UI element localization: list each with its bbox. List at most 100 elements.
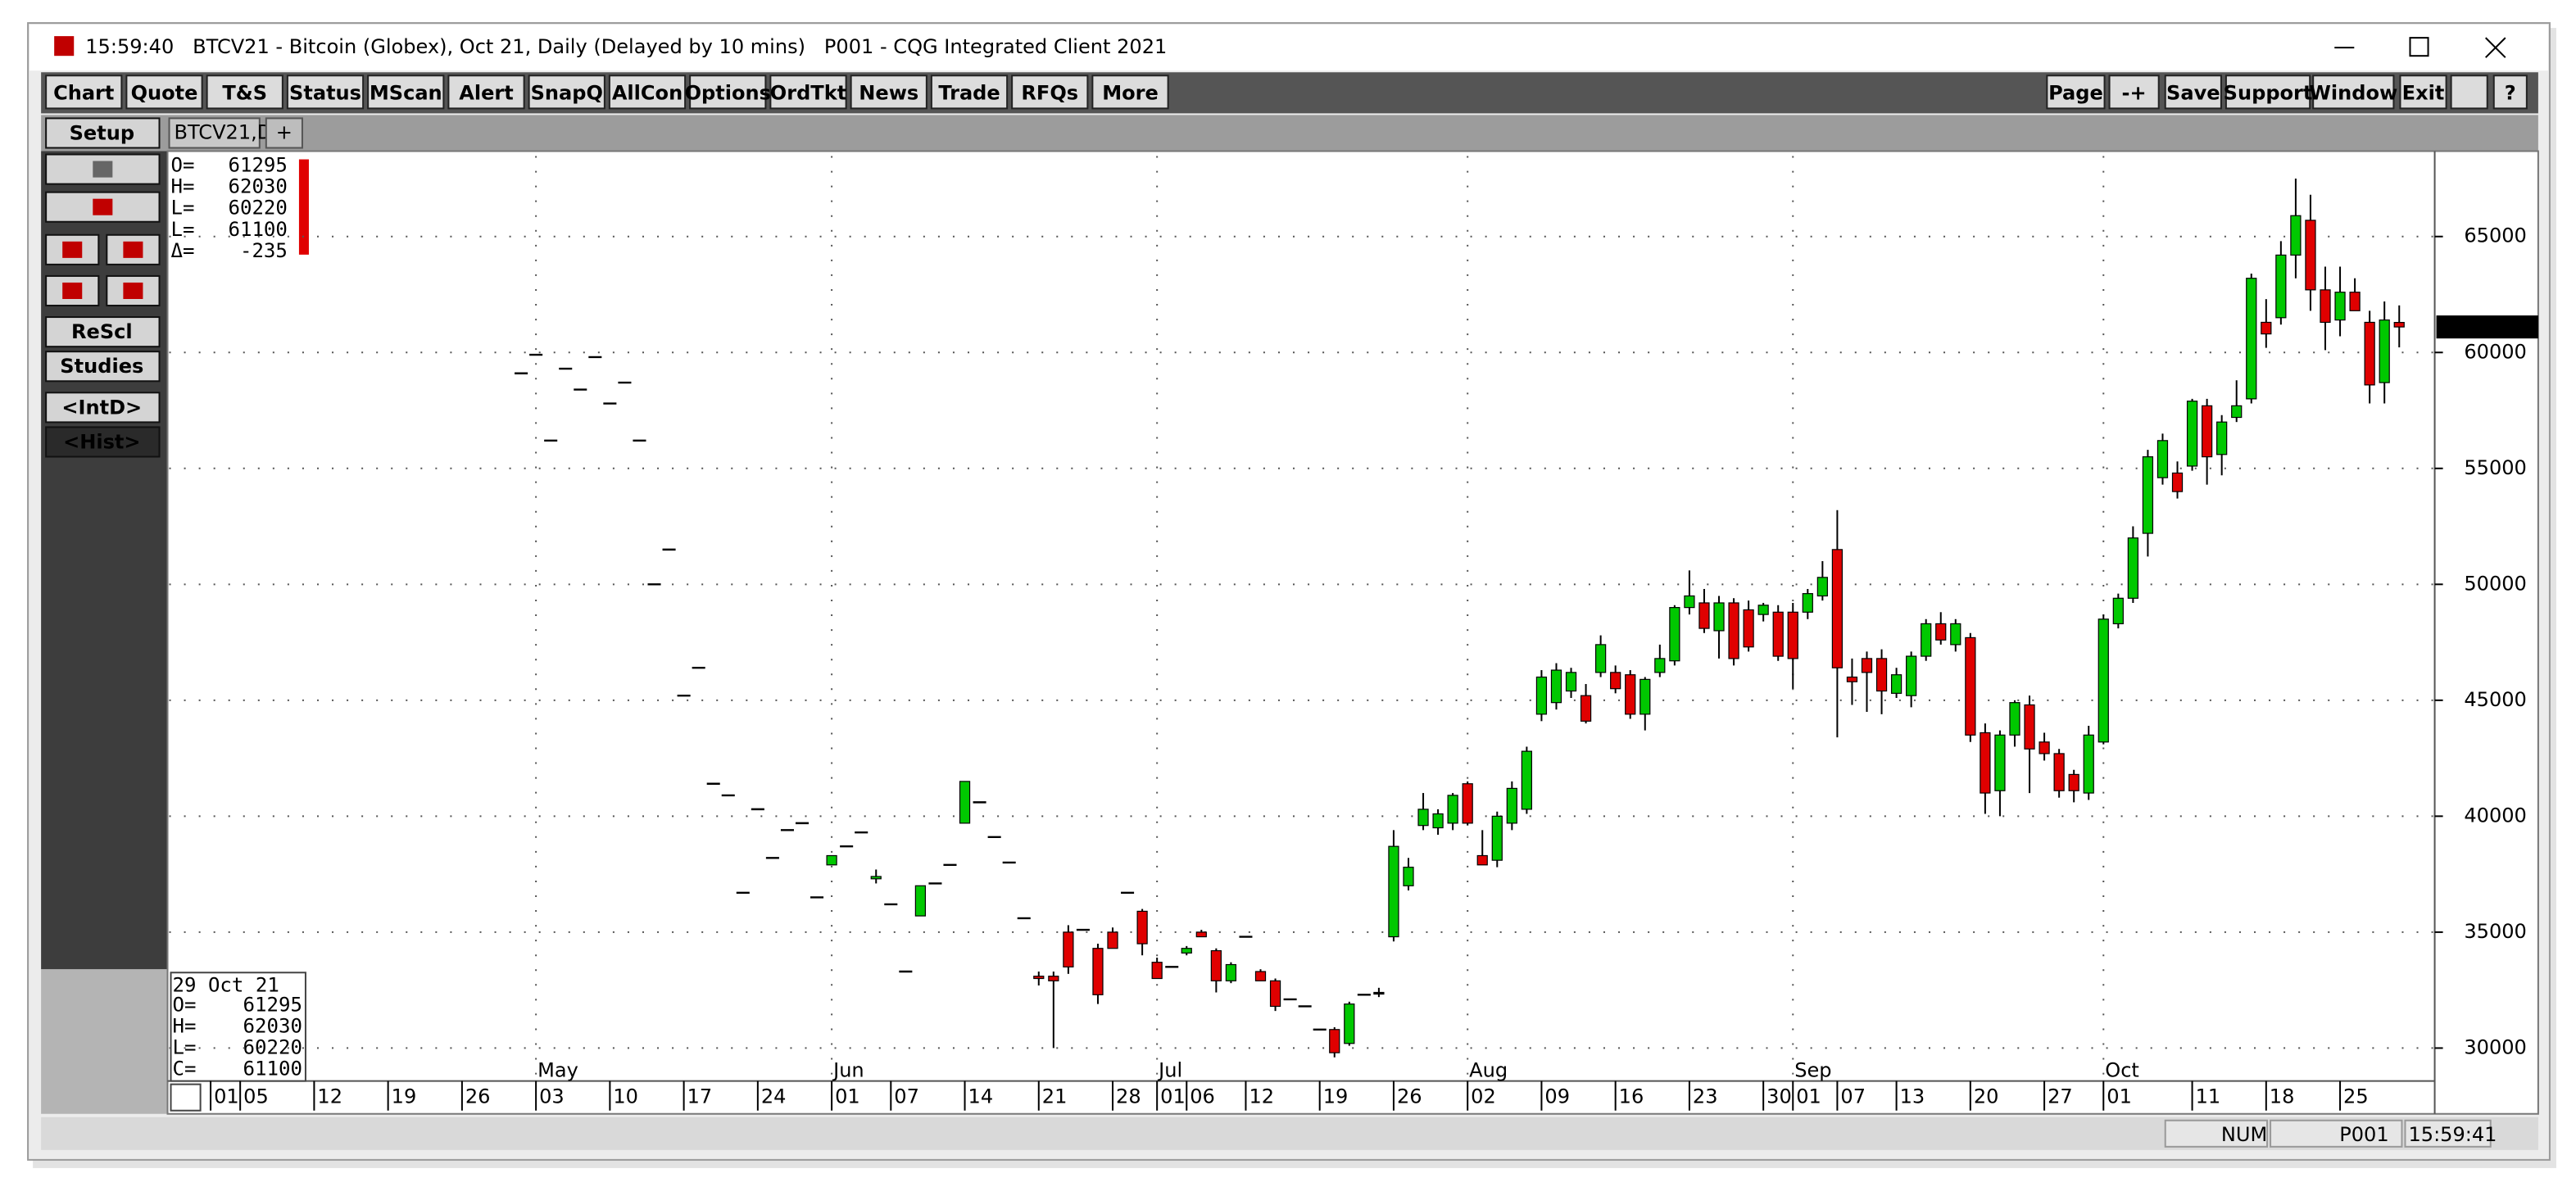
toolbar-button-label[interactable]: OrdTkt: [770, 81, 846, 104]
x-tick-label: 19: [392, 1085, 417, 1108]
tab-add-label[interactable]: +: [276, 120, 293, 143]
tab-label[interactable]: BTCV21,D: [175, 120, 273, 143]
toolbar-button[interactable]: [1091, 75, 1169, 110]
candle-body: [1521, 750, 1532, 810]
panel-button[interactable]: [45, 392, 161, 424]
y-tick-label: 50000: [2464, 572, 2526, 595]
toolbar-button-label[interactable]: News: [859, 81, 918, 104]
candle-body: [1831, 549, 1844, 668]
candle-body: [1373, 991, 1385, 995]
toolbar-button-label[interactable]: Options: [685, 81, 771, 104]
candle-body: [1757, 605, 1769, 615]
candle-body: [1033, 976, 1045, 980]
toolbar-button-label[interactable]: AllCon: [612, 81, 683, 104]
x-tick-label: 09: [1544, 1085, 1570, 1108]
toolbar-button-label[interactable]: Chart: [53, 81, 114, 104]
candle-body: [2142, 456, 2154, 534]
y-tick-label: 60000: [2464, 340, 2526, 363]
status-text: P001: [2339, 1123, 2388, 1146]
toolbar-button-label[interactable]: T&S: [222, 81, 267, 104]
cursor-label: O=: [173, 993, 197, 1016]
candle-body: [1151, 962, 1163, 980]
scroll-box[interactable]: [170, 1083, 202, 1112]
panel-button[interactable]: [45, 117, 161, 149]
panel-button-label[interactable]: ReScl: [71, 320, 133, 343]
candle-body: [1063, 931, 1074, 967]
toolbar-button[interactable]: [689, 75, 767, 110]
month-label: Sep: [1794, 1059, 1831, 1082]
toolbar-button[interactable]: [2046, 75, 2106, 110]
panel-button[interactable]: [45, 426, 161, 458]
toolbar-button-label[interactable]: Page: [2048, 81, 2103, 104]
toolbar-button[interactable]: [2164, 75, 2222, 110]
toolbar-button[interactable]: [2225, 75, 2311, 110]
restore-button[interactable]: [2450, 75, 2488, 110]
x-tick-label: 26: [1397, 1085, 1422, 1108]
candle-body: [1048, 976, 1059, 981]
candle-body: [1846, 676, 1858, 682]
toolbar-button[interactable]: [528, 75, 605, 110]
panel-button[interactable]: [45, 351, 161, 383]
toolbar-button[interactable]: [125, 75, 203, 110]
candle-body: [2393, 322, 2405, 328]
toolbar-button[interactable]: [2312, 75, 2395, 110]
ohlc-label: H=: [171, 175, 195, 198]
candle-body: [2246, 278, 2257, 400]
panel-button-label[interactable]: <Hist>: [63, 430, 140, 453]
toolbar-button-label[interactable]: Status: [289, 81, 361, 104]
candle-body: [2320, 289, 2331, 324]
window-title: 15:59:40 BTCV21 - Bitcoin (Globex), Oct …: [85, 35, 1167, 58]
toolbar-button-label[interactable]: ?: [2505, 81, 2516, 104]
toolbar-button[interactable]: [206, 75, 283, 110]
close-button[interactable]: [2485, 37, 2506, 58]
toolbar-button-label[interactable]: More: [1102, 81, 1159, 104]
maximize-button[interactable]: [2409, 37, 2429, 57]
toolbar-button[interactable]: [608, 75, 687, 110]
panel-button-label[interactable]: Studies: [60, 355, 143, 378]
tab-row: [41, 115, 2538, 152]
status-cell: [2270, 1119, 2403, 1148]
toolbar-button-label[interactable]: Save: [2166, 81, 2220, 104]
candle-body: [1595, 644, 1607, 673]
toolbar-button-label[interactable]: RFQs: [1021, 81, 1078, 104]
panel-button-label[interactable]: <IntD>: [61, 396, 142, 419]
candle-body: [1921, 623, 1932, 657]
toolbar-button[interactable]: [850, 75, 927, 110]
toolbar-button-label[interactable]: Alert: [459, 81, 514, 104]
tab[interactable]: [168, 117, 261, 149]
current-bar-indicator: [298, 159, 309, 255]
toolbar-button-label[interactable]: -+: [2122, 81, 2147, 104]
toolbar-button-label[interactable]: Quote: [131, 81, 198, 104]
app-icon: [54, 36, 75, 57]
x-tick-label: 20: [1974, 1085, 1999, 1108]
toolbar-button[interactable]: [447, 75, 525, 110]
month-label: Oct: [2105, 1059, 2139, 1082]
toolbar-button-label[interactable]: MScan: [370, 81, 442, 104]
candle-body: [1580, 695, 1592, 722]
toolbar-button-label[interactable]: Window: [2309, 81, 2397, 104]
toolbar-button[interactable]: [1011, 75, 1089, 110]
x-tick-label: 01: [2107, 1085, 2132, 1108]
toolbar-button[interactable]: [2399, 75, 2447, 110]
panel-button[interactable]: [45, 316, 161, 348]
toolbar-button[interactable]: [45, 75, 123, 110]
toolbar-button[interactable]: [769, 75, 847, 110]
toolbar-button-label[interactable]: SnapQ: [531, 81, 603, 104]
candle-body: [1092, 948, 1104, 995]
panel-button-label[interactable]: Setup: [70, 121, 134, 144]
x-tick-label: 06: [1190, 1085, 1215, 1108]
toolbar-button[interactable]: [2492, 75, 2528, 110]
candle-body: [1491, 815, 1503, 861]
tab-add[interactable]: [265, 117, 303, 149]
toolbar-button[interactable]: [367, 75, 445, 110]
toolbar-button-label[interactable]: Support: [2224, 81, 2313, 104]
panel-icon-button[interactable]: [45, 233, 100, 265]
candle-body: [1965, 637, 1976, 736]
toolbar-button-label[interactable]: Trade: [938, 81, 1000, 104]
panel-icon: [123, 241, 143, 258]
toolbar-button[interactable]: [286, 75, 365, 110]
toolbar-button[interactable]: [2108, 75, 2160, 110]
toolbar-button-label[interactable]: Exit: [2402, 81, 2445, 104]
toolbar-button[interactable]: [930, 75, 1009, 110]
